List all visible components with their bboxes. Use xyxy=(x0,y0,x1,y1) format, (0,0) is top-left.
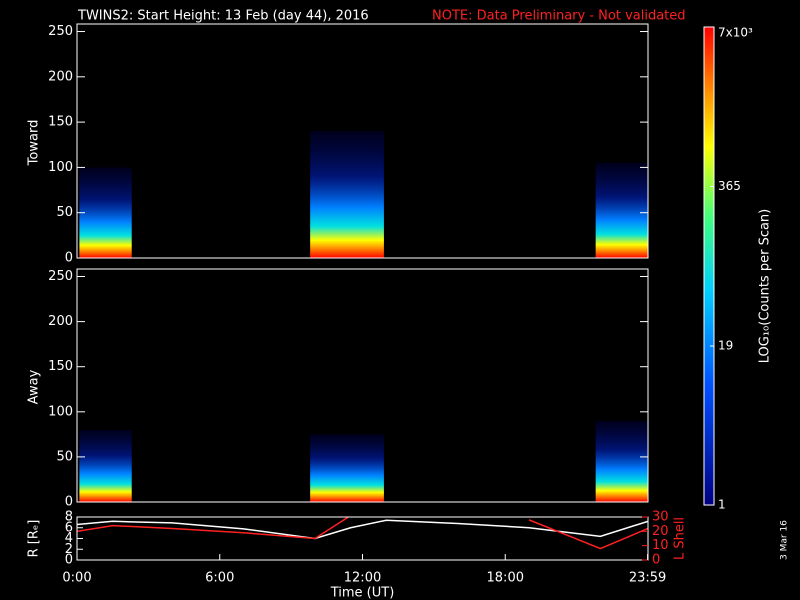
x-tick-label: 23:59 xyxy=(629,571,666,586)
y-tick-label: 50 xyxy=(56,449,73,464)
y-tick-label: 0 xyxy=(65,495,73,510)
y-axis-label: Away xyxy=(27,369,42,404)
y-tick-label: 150 xyxy=(48,359,73,374)
note: NOTE: Data Preliminary - Not validated xyxy=(432,9,686,24)
spectrogram-burst xyxy=(595,162,648,258)
spectrogram-burst xyxy=(310,434,384,502)
colorbar xyxy=(703,26,715,506)
plot-frame xyxy=(76,23,649,259)
y-tick-label: 4 xyxy=(65,531,73,546)
y2-tick-label: 30 xyxy=(652,510,669,525)
y-tick-label: 100 xyxy=(48,404,73,419)
y-tick-label: 150 xyxy=(48,115,73,130)
y2-axis-label: L Shell xyxy=(673,517,688,560)
x-tick-label: 18:00 xyxy=(487,571,524,586)
y-tick-label: 250 xyxy=(48,269,73,284)
spectrogram-burst xyxy=(79,167,132,258)
colorbar-tick-label: 1 xyxy=(718,498,726,512)
date-stamp: 3 Mar 16 xyxy=(780,520,790,560)
y-tick-label: 0 xyxy=(65,553,73,568)
colorbar-tick-label: 7x10³ xyxy=(718,26,753,40)
spectrogram-burst xyxy=(310,131,384,258)
y-tick-label: 50 xyxy=(56,205,73,220)
spectrogram-burst xyxy=(595,420,648,502)
y-tick-label: 200 xyxy=(48,314,73,329)
y-tick-label: 6 xyxy=(65,520,73,535)
y-tick-label: 8 xyxy=(65,510,73,525)
series-line xyxy=(77,519,648,540)
y-tick-label: 100 xyxy=(48,160,73,175)
colorbar-tick-label: 19 xyxy=(718,339,733,353)
x-tick-label: 12:00 xyxy=(344,571,381,586)
x-axis-label: Time (UT) xyxy=(330,586,395,600)
plot-frame xyxy=(76,268,649,503)
y-tick-label: 0 xyxy=(65,251,73,266)
y-tick-label: 250 xyxy=(48,24,73,39)
y2-tick-label: 20 xyxy=(652,524,669,539)
colorbar-label: LOG₁₀(Counts per Scan) xyxy=(758,209,773,364)
y-axis-label: R [Rₑ] xyxy=(27,520,42,558)
x-tick-label: 0:00 xyxy=(62,571,91,586)
y2-tick-label: 0 xyxy=(652,553,660,568)
y-tick-label: 2 xyxy=(65,542,73,557)
y-tick-label: 200 xyxy=(48,69,73,84)
y-axis-label: Toward xyxy=(27,120,42,167)
spectrogram-burst xyxy=(79,429,132,502)
plot-frame xyxy=(76,516,649,561)
chart-title: TWINS2: Start Height: 13 Feb (day 44), 2… xyxy=(77,9,369,24)
x-tick-label: 6:00 xyxy=(205,571,234,586)
y2-tick-label: 10 xyxy=(652,538,669,553)
series-line xyxy=(77,517,648,550)
colorbar-tick-label: 365 xyxy=(718,179,741,193)
